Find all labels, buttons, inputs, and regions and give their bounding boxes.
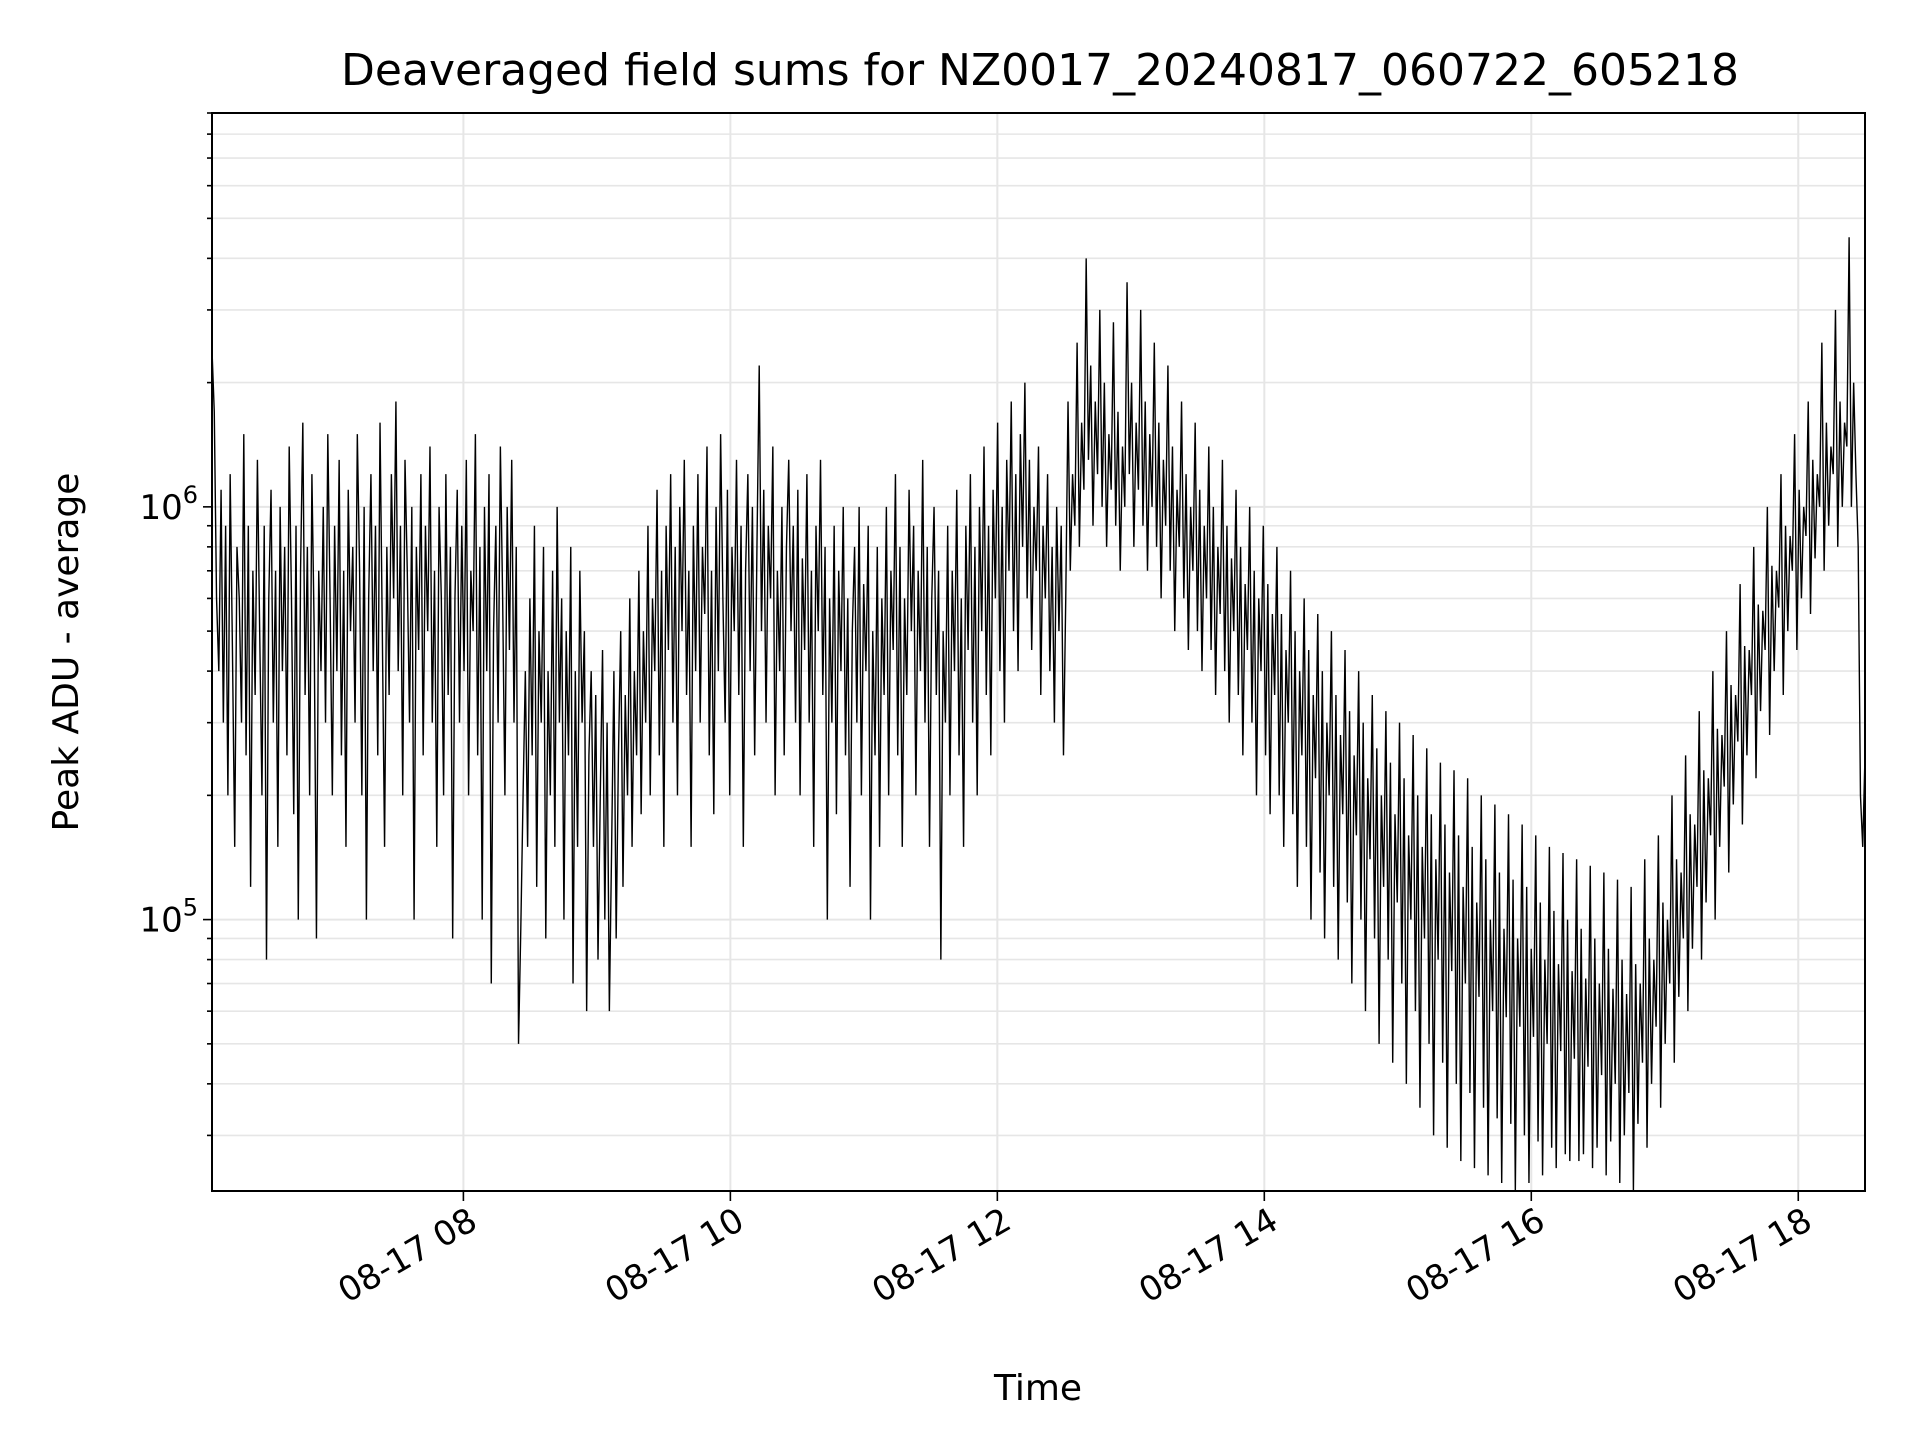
y-tick-base: 10 [139,488,182,528]
gridlines [212,112,1865,1191]
plot-frame [211,112,1866,1192]
chart-title: Deaveraged field sums for NZ0017_2024081… [341,45,1739,96]
y-axis-label: Peak ADU - average [46,473,87,832]
x-axis-label: Time [993,1368,1082,1409]
y-tick-base: 10 [139,901,182,941]
y-tick-label: 105 [139,894,198,941]
y-tick-exponent: 5 [183,894,198,922]
y-tick-label: 106 [139,481,198,528]
y-tick-exponent: 6 [183,481,198,509]
plot-area [211,237,1866,1192]
series-line [211,237,1866,1192]
